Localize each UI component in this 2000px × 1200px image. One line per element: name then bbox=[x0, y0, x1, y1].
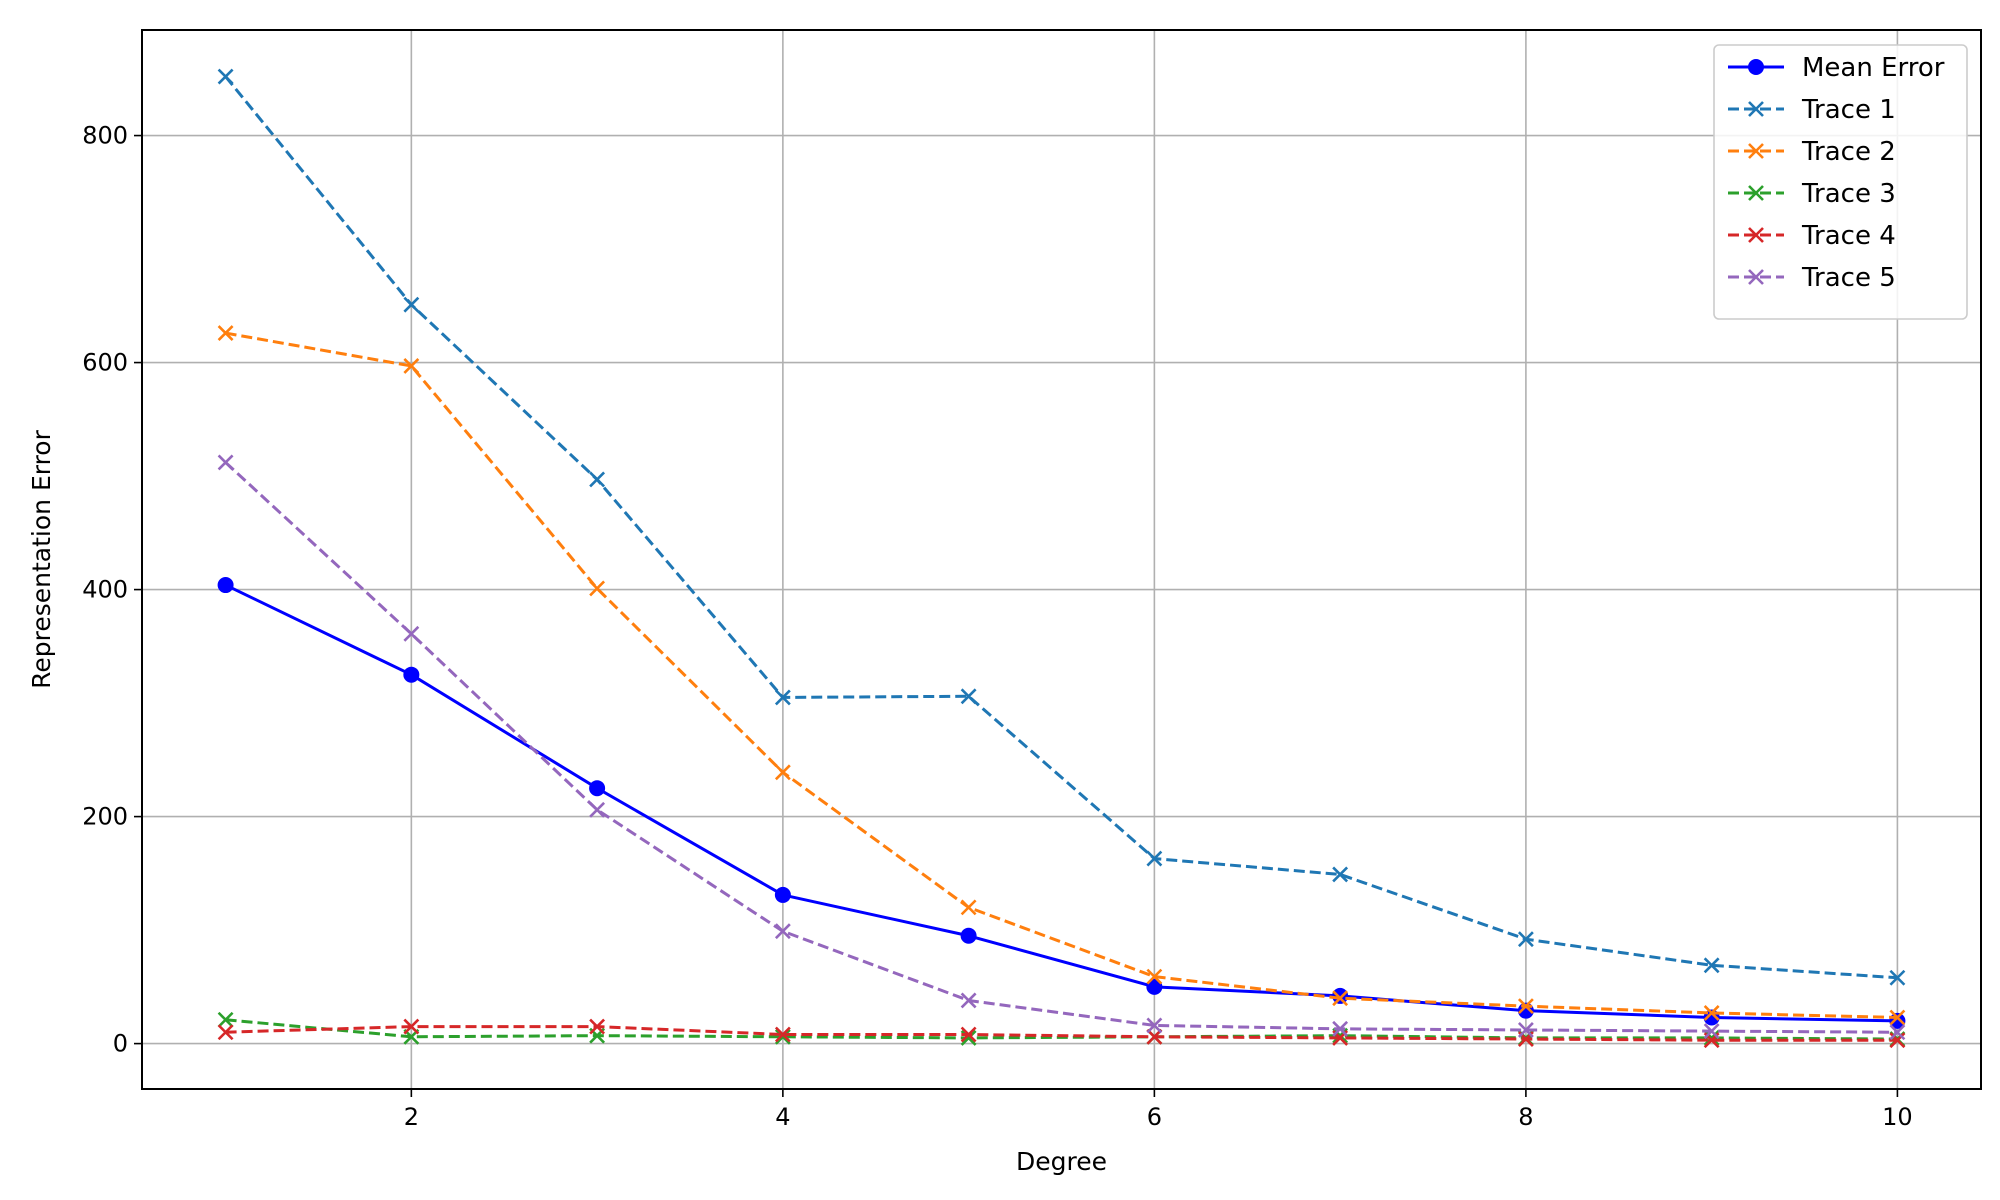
data-point bbox=[774, 1026, 791, 1043]
series-line-trace-1 bbox=[224, 75, 1898, 980]
legend-item: Trace 1 bbox=[1728, 95, 1896, 125]
data-point bbox=[1146, 1028, 1163, 1045]
data-point bbox=[1332, 990, 1349, 1007]
legend-label: Trace 3 bbox=[1801, 179, 1896, 209]
series-line-mean-error bbox=[224, 583, 1898, 1023]
data-point bbox=[403, 1018, 420, 1035]
data-point bbox=[1146, 1017, 1163, 1034]
legend-marker bbox=[1748, 185, 1764, 201]
data-point bbox=[1889, 969, 1906, 986]
data-point bbox=[1517, 998, 1534, 1015]
legend-marker bbox=[1748, 143, 1764, 159]
series-layer bbox=[217, 68, 1906, 1049]
data-point bbox=[403, 666, 420, 683]
data-point bbox=[960, 899, 977, 916]
x-tick-label: 2 bbox=[404, 1103, 419, 1131]
data-point bbox=[217, 68, 234, 85]
data-point bbox=[1703, 1030, 1720, 1046]
y-tick-label: 0 bbox=[113, 1030, 128, 1058]
x-tick-label: 8 bbox=[1518, 1103, 1533, 1131]
plot-frame bbox=[141, 29, 1982, 1090]
data-point bbox=[774, 689, 791, 706]
legend-marker bbox=[1748, 59, 1764, 75]
data-point bbox=[960, 992, 977, 1009]
data-point bbox=[774, 764, 791, 781]
data-point bbox=[217, 454, 234, 471]
data-point bbox=[1146, 978, 1163, 995]
data-point bbox=[589, 780, 606, 797]
legend-item: Trace 2 bbox=[1728, 137, 1896, 167]
data-point bbox=[960, 688, 977, 705]
legend-item: Trace 5 bbox=[1728, 263, 1896, 293]
legend-label: Trace 5 bbox=[1801, 263, 1896, 293]
series-line-trace-4 bbox=[225, 1025, 1898, 1042]
x-axis-label: Degree bbox=[1016, 1147, 1107, 1176]
data-point bbox=[403, 296, 420, 313]
data-point bbox=[217, 325, 234, 341]
data-point bbox=[1332, 987, 1349, 1004]
data-point bbox=[1703, 957, 1720, 974]
series-mean-error bbox=[217, 577, 1906, 1029]
y-tick-label: 600 bbox=[82, 349, 128, 377]
data-point bbox=[960, 1026, 977, 1043]
data-point bbox=[403, 358, 420, 374]
data-point bbox=[1517, 1022, 1534, 1038]
tick-layer: 2 4 6 8 10 0 200 400 600 800 bbox=[82, 122, 1912, 1131]
data-point bbox=[1703, 1005, 1720, 1021]
series-trace-2 bbox=[217, 325, 1906, 1026]
data-point bbox=[589, 471, 606, 488]
data-point bbox=[589, 1018, 606, 1035]
data-point bbox=[1703, 1023, 1720, 1040]
legend-marker bbox=[1748, 269, 1764, 285]
x-tick-label: 6 bbox=[1147, 1103, 1162, 1131]
data-point bbox=[1332, 866, 1349, 883]
y-axis-label: Representation Error bbox=[27, 429, 56, 688]
data-point bbox=[1889, 1009, 1906, 1026]
series-trace-5 bbox=[217, 454, 1906, 1041]
data-point bbox=[774, 1028, 791, 1045]
data-point bbox=[774, 886, 791, 903]
data-point bbox=[589, 580, 606, 597]
legend-label: Trace 2 bbox=[1801, 137, 1896, 167]
legend: Mean Error Trace 1 Trace 2 Trace 3 Trace 4 Tr… bbox=[1713, 44, 1968, 320]
data-point bbox=[1517, 931, 1534, 948]
x-tick-label: 10 bbox=[1882, 1103, 1913, 1131]
data-point bbox=[774, 923, 791, 940]
grid-layer bbox=[142, 30, 1981, 1089]
data-point bbox=[1889, 1024, 1906, 1041]
data-point bbox=[1332, 1020, 1349, 1037]
legend-label: Mean Error bbox=[1802, 53, 1945, 83]
data-point bbox=[217, 577, 234, 594]
legend-item: Trace 3 bbox=[1728, 179, 1896, 209]
legend-item: Trace 4 bbox=[1728, 221, 1896, 251]
data-point bbox=[1332, 1027, 1349, 1044]
series-trace-1 bbox=[217, 68, 1906, 986]
data-point bbox=[403, 625, 420, 642]
series-line-trace-2 bbox=[225, 331, 1898, 1019]
data-point bbox=[589, 801, 606, 818]
y-tick-label: 400 bbox=[82, 576, 128, 604]
legend-label: Trace 4 bbox=[1801, 221, 1896, 251]
legend-box bbox=[1713, 44, 1968, 320]
data-point bbox=[1146, 850, 1163, 867]
legend-item: Mean Error bbox=[1728, 53, 1945, 83]
legend-label: Trace 1 bbox=[1801, 95, 1896, 125]
series-line-trace-3 bbox=[225, 1018, 1898, 1041]
data-point bbox=[1146, 968, 1163, 985]
y-tick-label: 800 bbox=[82, 122, 128, 150]
x-tick-label: 4 bbox=[775, 1103, 790, 1131]
data-point bbox=[960, 927, 977, 944]
y-tick-label: 200 bbox=[82, 803, 128, 831]
legend-marker bbox=[1748, 227, 1764, 243]
legend-marker bbox=[1748, 101, 1764, 117]
data-point bbox=[217, 1024, 234, 1041]
data-point bbox=[217, 1011, 234, 1028]
